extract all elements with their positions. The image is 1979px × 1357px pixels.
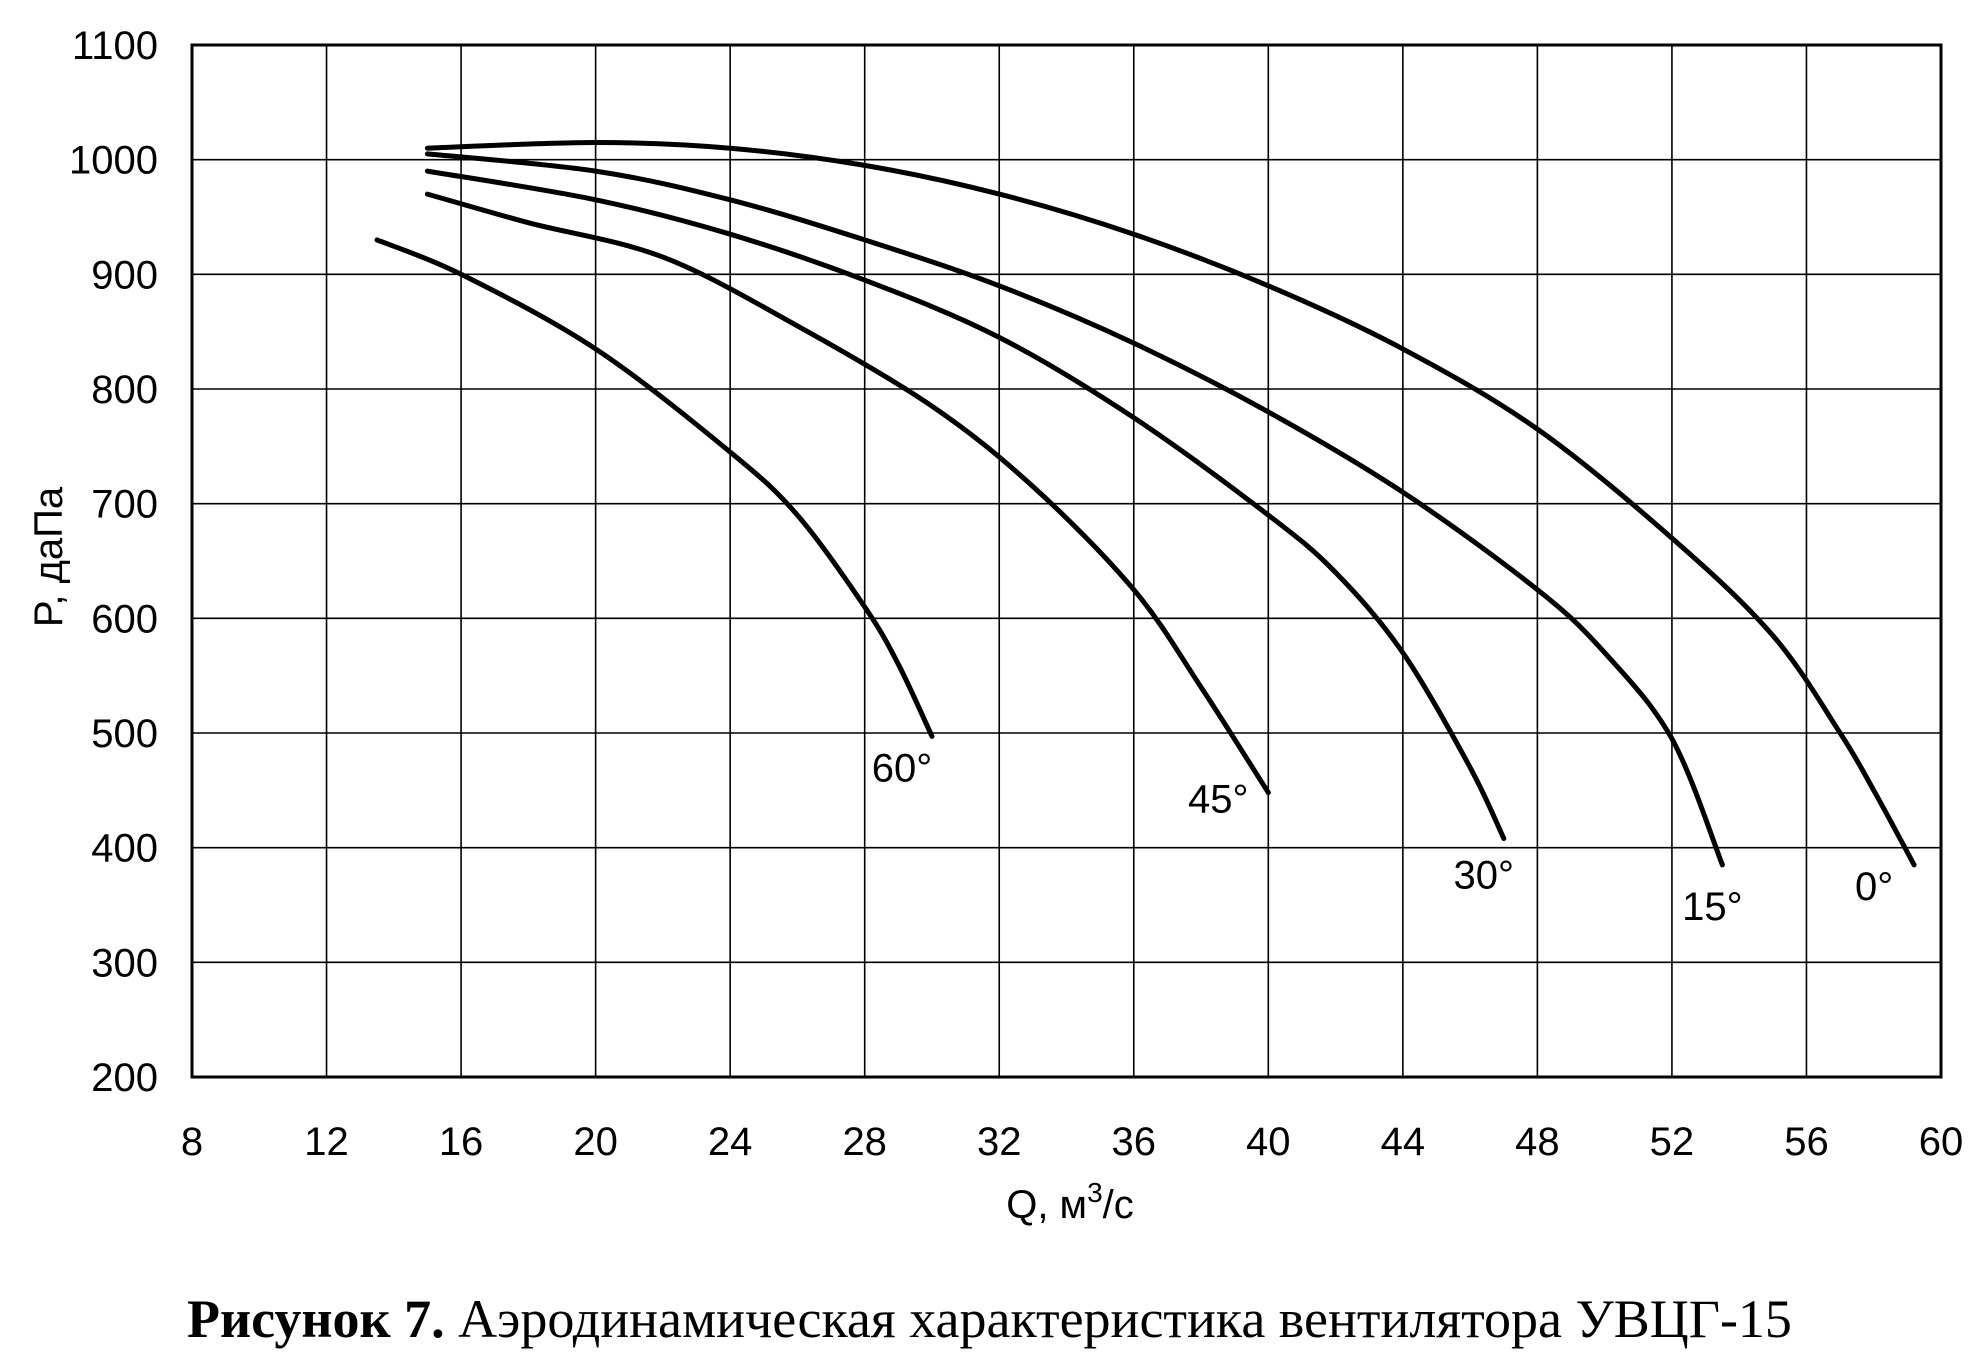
y-tick-label: 1100 — [72, 24, 158, 68]
x-tick-label: 28 — [842, 1120, 887, 1164]
caption-bold: Рисунок 7. — [187, 1289, 445, 1349]
y-tick-label: 800 — [91, 368, 158, 412]
curve-label: 45° — [1188, 778, 1249, 822]
y-tick-label: 900 — [91, 253, 158, 297]
curve-1 — [424, 151, 1725, 868]
x-tick-label: 56 — [1784, 1120, 1829, 1164]
figure-caption: Рисунок 7. Аэродинамическая характеристи… — [0, 1288, 1979, 1350]
x-tick-label: 16 — [439, 1120, 484, 1164]
x-axis-label: Q, м3/с — [1006, 1177, 1134, 1227]
plot-frame — [190, 43, 1943, 1079]
x-tick-label: 52 — [1650, 1120, 1695, 1164]
curve-labels: 0° 15° 30° 45° 60° — [872, 746, 1894, 928]
curve-label: 15° — [1682, 885, 1743, 929]
x-tick-label: 60 — [1919, 1120, 1964, 1164]
x-axis-label-tail: /с — [1103, 1183, 1134, 1227]
y-tick-label: 700 — [91, 483, 158, 527]
curve-label: 60° — [872, 746, 933, 790]
y-axis-label: P, даПа — [27, 486, 71, 627]
y-tick-label: 500 — [91, 712, 158, 756]
y-tick-label: 600 — [91, 597, 158, 641]
x-tick-label: 8 — [181, 1120, 203, 1164]
curve-label: 0° — [1855, 865, 1893, 909]
y-tick-label: 300 — [91, 941, 158, 985]
x-tick-label: 44 — [1381, 1120, 1426, 1164]
x-tick-label: 48 — [1515, 1120, 1560, 1164]
grid — [190, 43, 1943, 1079]
y-axis-ticks: 200 300 400 500 600 700 800 900 1000 1100 — [69, 24, 158, 1100]
curve-label: 30° — [1454, 853, 1515, 897]
x-axis-label-main: Q, м — [1006, 1183, 1087, 1227]
x-tick-label: 36 — [1112, 1120, 1157, 1164]
y-tick-label: 400 — [91, 827, 158, 871]
chart: 8 12 16 20 24 28 32 36 40 44 48 52 56 60 200 300 400 500… — [27, 24, 1963, 1227]
x-axis-label-sup: 3 — [1087, 1177, 1103, 1208]
curve-0 — [424, 139, 1917, 868]
x-tick-label: 12 — [304, 1120, 349, 1164]
x-tick-label: 40 — [1246, 1120, 1291, 1164]
x-tick-label: 24 — [708, 1120, 753, 1164]
curve-4 — [374, 237, 935, 739]
curve-3 — [424, 191, 1271, 796]
curve-2 — [424, 168, 1507, 841]
x-axis-ticks: 8 12 16 20 24 28 32 36 40 44 48 52 56 60 — [181, 1120, 1963, 1164]
x-tick-label: 20 — [573, 1120, 618, 1164]
y-tick-label: 200 — [91, 1056, 158, 1100]
curves — [374, 139, 1917, 868]
x-tick-label: 32 — [977, 1120, 1022, 1164]
caption-text: Аэродинамическая характеристика вентилят… — [444, 1289, 1792, 1349]
y-tick-label: 1000 — [69, 139, 158, 183]
